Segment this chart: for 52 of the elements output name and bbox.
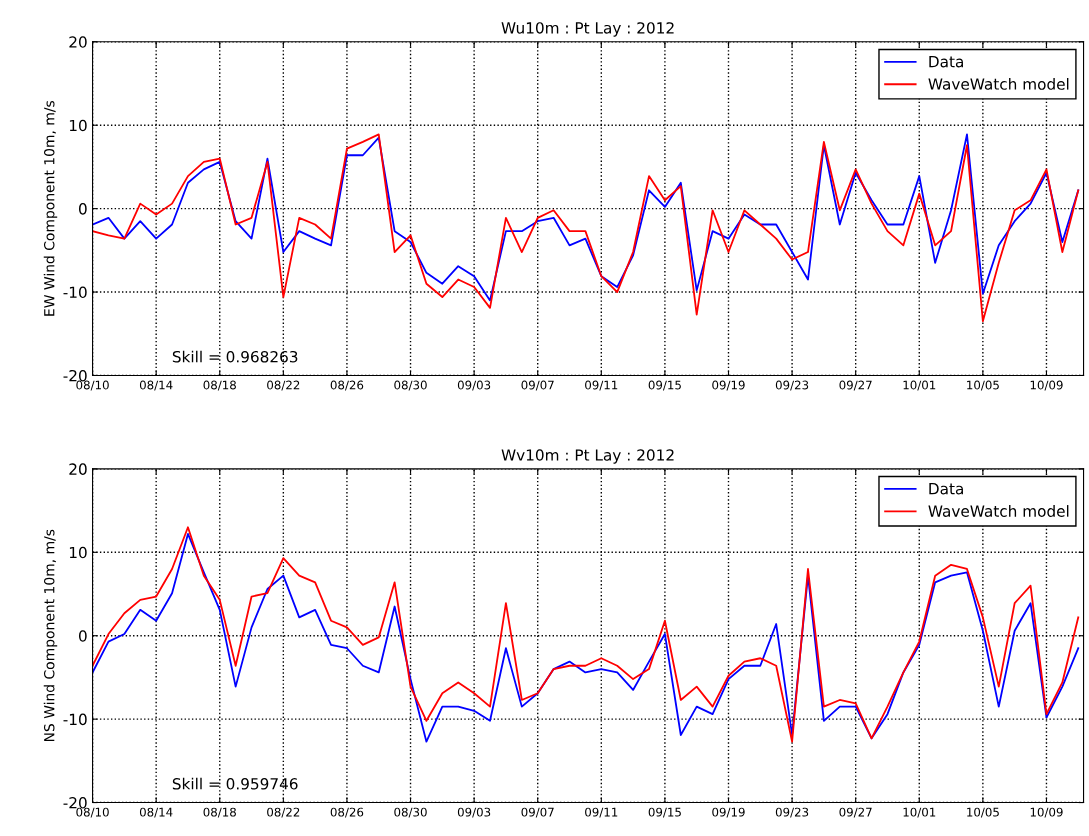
x-tick-label: 08/10	[76, 380, 109, 391]
y-tick-label: -10	[63, 286, 87, 299]
x-tick-label: 10/05	[967, 380, 999, 391]
x-tick-label: 09/03	[457, 380, 491, 391]
x-tick-label: 08/22	[267, 807, 300, 818]
legend-label: Data	[929, 483, 963, 495]
x-tick-label: 09/15	[648, 380, 681, 391]
y-tick-label: 20	[69, 463, 87, 475]
x-tick-label: 08/26	[330, 380, 364, 391]
x-tick-label: 09/07	[521, 807, 554, 818]
x-tick-label: 08/30	[394, 807, 427, 818]
y-tick-label: -20	[63, 369, 87, 382]
x-tick-label: 08/22	[267, 380, 300, 391]
legend-label: Data	[929, 56, 963, 68]
x-tick-label: 08/10	[76, 807, 109, 818]
y-axis-title: EW Wind Component 10m, m/s	[43, 100, 58, 316]
y-tick-label: 20	[69, 36, 87, 48]
x-tick-label: 09/11	[585, 380, 618, 391]
y-tick-label: 10	[69, 546, 87, 559]
y-tick-label: 0	[78, 630, 87, 642]
x-tick-label: 09/11	[585, 807, 618, 818]
x-tick-label: 09/27	[839, 380, 872, 391]
x-tick-label: 10/09	[1030, 807, 1063, 818]
x-tick-label: 10/05	[967, 807, 999, 818]
x-tick-label: 10/01	[903, 380, 936, 391]
x-tick-label: 10/01	[903, 807, 936, 818]
x-tick-label: 09/19	[712, 807, 745, 818]
y-axis-title: NS Wind Component 10m, m/s	[43, 529, 58, 742]
y-tick-label: 0	[78, 203, 87, 215]
x-tick-label: 08/30	[394, 380, 427, 391]
x-tick-label: 08/18	[203, 807, 236, 818]
chart-title: Wv10m : Pt Lay : 2012	[501, 449, 674, 464]
x-tick-label: 08/26	[330, 807, 364, 818]
x-tick-label: 09/03	[457, 807, 491, 818]
annotation: Skill = 0.968263	[172, 350, 298, 363]
x-tick-label: 08/18	[203, 380, 236, 391]
x-tick-label: 09/27	[839, 807, 872, 818]
annotation: Skill = 0.959746	[172, 777, 298, 790]
x-tick-label: 08/14	[139, 807, 173, 818]
x-tick-label: 09/23	[775, 807, 809, 818]
x-tick-label: 09/07	[521, 380, 554, 391]
x-tick-label: 09/19	[712, 380, 745, 391]
legend-label: WaveWatch model	[928, 77, 1069, 90]
x-tick-label: 08/14	[139, 380, 173, 391]
y-tick-label: 10	[69, 119, 87, 132]
x-tick-label: 09/23	[775, 380, 809, 391]
x-tick-label: 09/15	[648, 807, 681, 818]
chart-title: Wu10m : Pt Lay : 2012	[501, 22, 674, 37]
y-tick-label: -20	[63, 797, 87, 809]
y-tick-label: -10	[63, 713, 87, 726]
x-tick-label: 10/09	[1030, 380, 1063, 391]
legend-label: WaveWatch model	[928, 505, 1069, 517]
